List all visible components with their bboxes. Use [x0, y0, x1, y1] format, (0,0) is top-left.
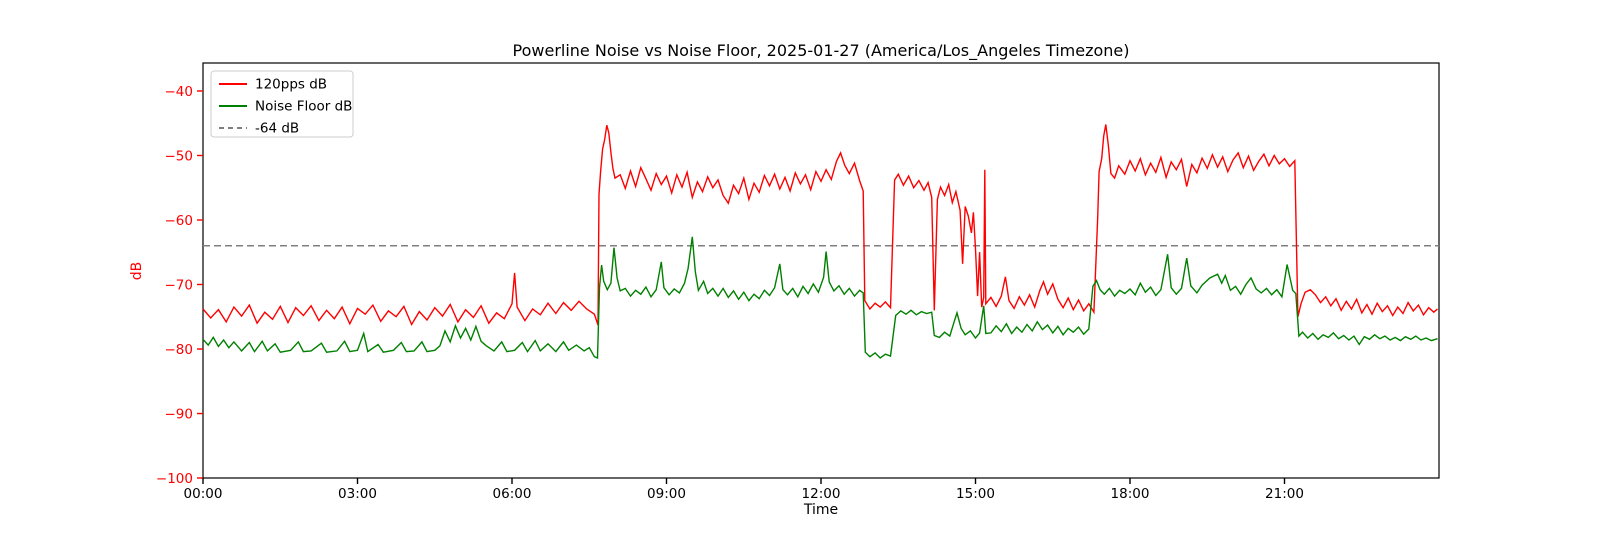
x-tick-label: 15:00: [956, 486, 995, 502]
legend-box: [210, 70, 354, 138]
x-tick-label: 21:00: [1265, 486, 1304, 502]
chart-title: Powerline Noise vs Noise Floor, 2025-01-…: [513, 41, 1130, 61]
x-tick-label: 00:00: [184, 486, 223, 502]
y-axis-label: dB: [129, 262, 145, 281]
y-tick-label: −100: [156, 471, 193, 487]
x-tick-label: 12:00: [802, 486, 841, 502]
legend-entry-label: 120pps dB: [255, 77, 327, 93]
y-tick-label: −60: [165, 213, 194, 229]
x-ticks: 00:00 03:00 06:00 09:00 12:00 15:00 18:00 21:00: [184, 478, 1304, 502]
legend-entry-label: Noise Floor dB: [255, 99, 352, 115]
series-line-120pps-db: [202, 124, 1438, 327]
x-tick-label: 03:00: [338, 486, 377, 502]
plot-area: [202, 62, 1440, 479]
x-tick-label: 18:00: [1111, 486, 1150, 502]
y-tick-label: −50: [165, 148, 194, 164]
y-tick-label: −90: [165, 406, 194, 422]
y-tick-label: −70: [165, 277, 194, 293]
x-axis-label: Time: [803, 502, 838, 518]
series-line-noise-floor-db: [202, 236, 1438, 360]
x-tick-label: 09:00: [647, 486, 686, 502]
legend: 120pps dB Noise Floor dB -64 dB: [210, 70, 354, 138]
y-ticks: −40 −50 −60 −70 −80 −90 −100: [156, 84, 203, 487]
y-tick-label: −40: [165, 84, 194, 100]
y-tick-label: −80: [165, 342, 194, 358]
legend-entry-label: -64 dB: [255, 121, 299, 137]
series-lines: [202, 124, 1438, 360]
x-tick-label: 06:00: [493, 486, 532, 502]
